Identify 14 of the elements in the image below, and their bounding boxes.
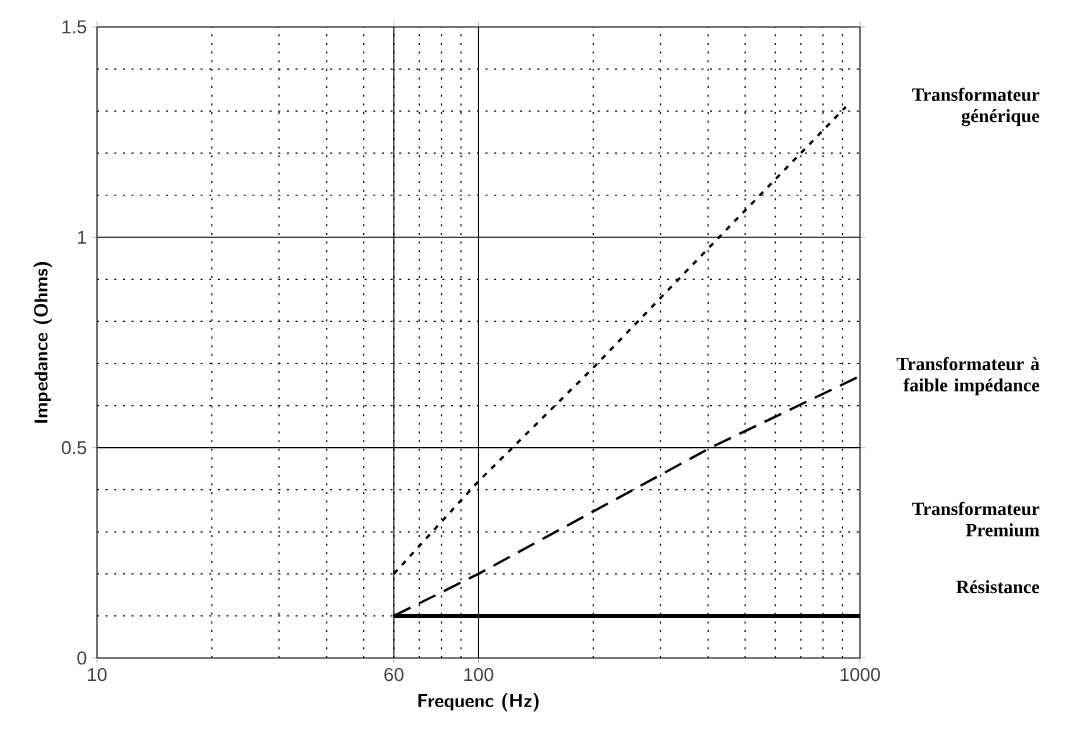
x-tick-label: 10 — [88, 667, 107, 682]
x-tick-label: 1000 — [840, 667, 880, 682]
series-label: Transformateur à faible impédance — [896, 356, 1040, 396]
y-tick-label: 0 — [77, 651, 87, 665]
y-tick-label: 0.5 — [61, 441, 87, 455]
y-tick-label: 1.5 — [62, 20, 87, 34]
x-tick-label: 100 — [464, 667, 494, 682]
y-tick-label: 1 — [78, 230, 87, 244]
x-axis-title: Frequenc (Hz) — [418, 692, 539, 712]
x-tick-label: 60 — [384, 667, 404, 682]
text: Transformateur Premium — [912, 501, 1040, 537]
text: Résistance — [956, 580, 1040, 594]
text: Transformateur générique — [912, 87, 1040, 127]
y-axis-title: Impedance (Ohms) — [33, 262, 53, 423]
